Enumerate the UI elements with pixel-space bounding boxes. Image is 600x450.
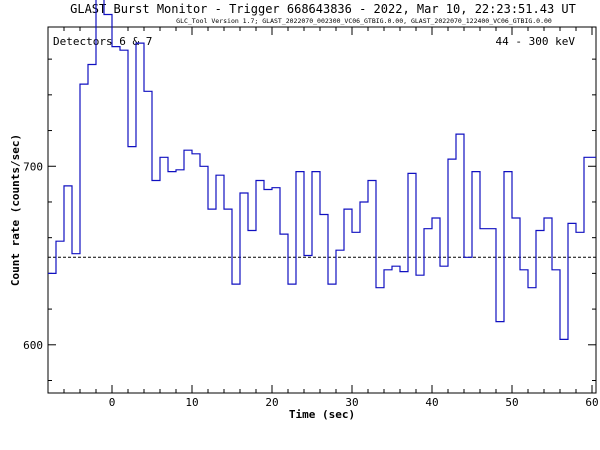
chart-title: GLAST Burst Monitor - Trigger 668643836 … [70, 2, 576, 16]
axis-ticks [47, 27, 596, 393]
detectors-label: Detectors 6 & 7 [53, 35, 152, 48]
x-tick-label: 40 [425, 396, 438, 409]
plot-frame [47, 26, 597, 394]
energy-range-label: 44 - 300 keV [496, 35, 576, 48]
axis-tick-labels: 0102030405060600700800 [23, 160, 599, 409]
y-tick-label: 700 [23, 160, 43, 173]
x-tick-label: 0 [109, 396, 116, 409]
x-tick-label: 50 [505, 396, 518, 409]
y-axis-label: Count rate (counts/sec) [9, 134, 22, 286]
chart-subtitle: GLC_Tool Version 1.7; GLAST_2022070_0023… [176, 17, 552, 25]
x-tick-label: 60 [585, 396, 598, 409]
x-tick-label: 30 [345, 396, 358, 409]
y-tick-label: 600 [23, 339, 43, 352]
count-rate-histogram [48, 0, 596, 340]
x-axis-label: Time (sec) [289, 408, 355, 421]
x-tick-label: 10 [185, 396, 198, 409]
x-tick-label: 20 [265, 396, 278, 409]
